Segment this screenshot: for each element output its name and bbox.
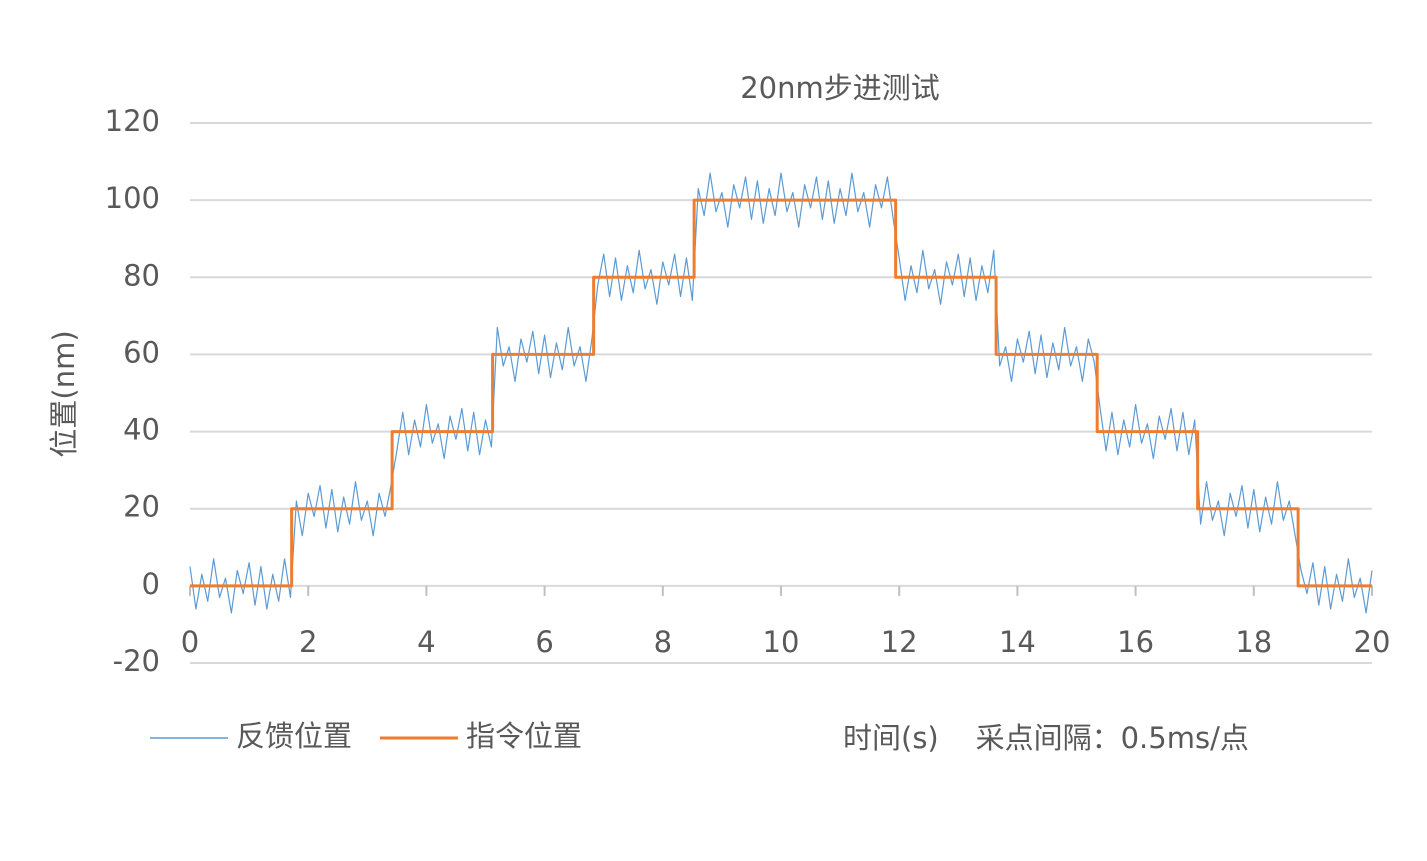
x-tick-label: 12 <box>881 625 918 659</box>
series-line <box>189 172 1373 614</box>
y-axis-label: 位置(nm) <box>47 330 81 457</box>
x-tick-label: 10 <box>763 625 800 659</box>
y-tick-label: 60 <box>123 335 160 369</box>
chart-title: 20nm步进测试 <box>740 71 940 105</box>
y-tick-label: -20 <box>113 644 160 678</box>
y-tick-label: 0 <box>142 567 160 601</box>
y-tick-label: 120 <box>105 104 160 138</box>
x-tick-label: 8 <box>654 625 672 659</box>
x-tick-label: 16 <box>1117 625 1154 659</box>
legend-label: 指令位置 <box>466 719 582 753</box>
y-tick-label: 100 <box>105 181 160 215</box>
y-tick-label: 20 <box>123 490 160 524</box>
legend-label: 反馈位置 <box>236 719 352 753</box>
y-tick-label: 80 <box>123 258 160 292</box>
x-axis-label: 时间(s) 采点间隔：0.5ms/点 <box>843 721 1249 755</box>
x-tick-label: 4 <box>417 625 435 659</box>
y-tick-label: 40 <box>123 413 160 447</box>
x-tick-label: 0 <box>181 625 199 659</box>
x-tick-label: 2 <box>299 625 317 659</box>
x-tick-label: 20 <box>1354 625 1391 659</box>
x-tick-label: 6 <box>535 625 553 659</box>
x-tick-label: 18 <box>1235 625 1272 659</box>
x-tick-label: 14 <box>999 625 1036 659</box>
series-line <box>190 198 1372 588</box>
